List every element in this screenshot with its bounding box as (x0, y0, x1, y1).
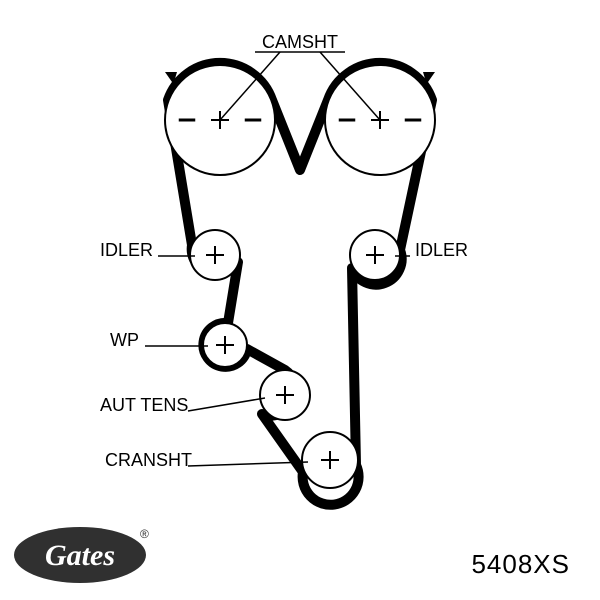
pulley-idler-left (190, 230, 240, 280)
label-crankshaft: CRANSHT (105, 450, 192, 471)
label-idler-right: IDLER (415, 240, 468, 261)
part-number: 5408XS (471, 549, 570, 580)
gates-logo: Gates ® (10, 523, 150, 588)
registered-icon: ® (140, 527, 149, 541)
belt-routing-diagram (0, 0, 600, 600)
label-camshaft: CAMSHT (262, 32, 338, 53)
pulley-crank (302, 432, 358, 488)
label-tensioner: AUT TENS (100, 395, 188, 416)
pulley-tens (260, 370, 310, 420)
pulley-idler-right (350, 230, 400, 280)
pulley-wp (203, 323, 247, 367)
label-idler-left: IDLER (100, 240, 153, 261)
label-waterpump: WP (110, 330, 139, 351)
logo-text: Gates (45, 539, 115, 572)
